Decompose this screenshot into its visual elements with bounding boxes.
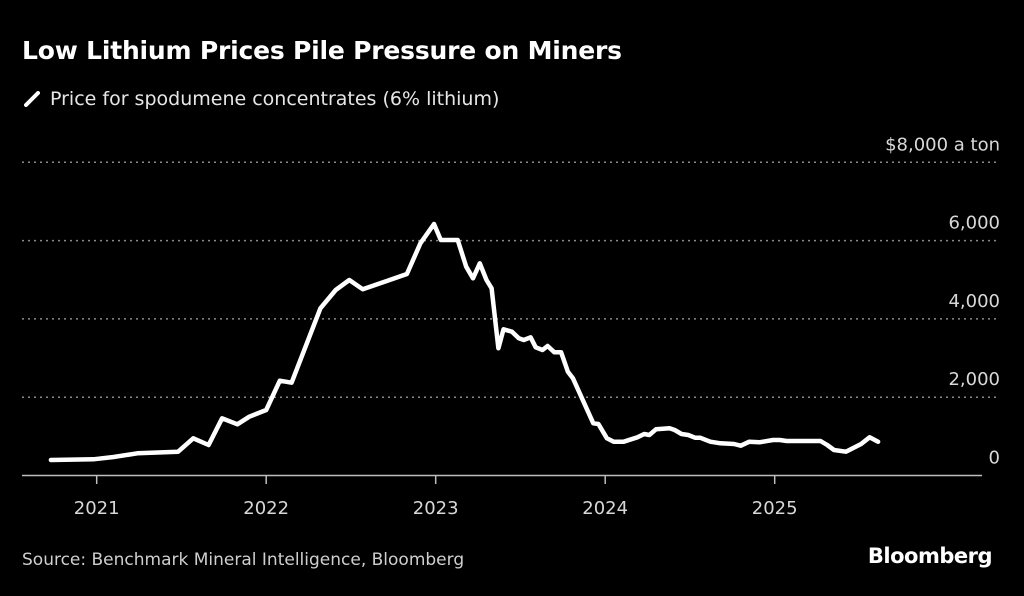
legend-label: Price for spodumene concentrates (6% lit…	[50, 88, 500, 110]
x-tick-label: 2025	[752, 498, 798, 519]
bloomberg-logo: Bloomberg	[867, 544, 993, 568]
y-tick-label: 6,000	[948, 213, 1000, 234]
y-tick-label: 4,000	[948, 291, 1000, 312]
y-tick-label: $8,000 a ton	[885, 134, 1000, 155]
x-tick-label: 2023	[413, 498, 459, 519]
x-tick-label: 2022	[243, 498, 289, 519]
y-tick-label: 0	[989, 448, 1000, 469]
x-tick-label: 2024	[582, 498, 628, 519]
x-tick-label: 2021	[74, 498, 120, 519]
legend-line-icon	[24, 91, 40, 107]
series-line	[48, 221, 881, 463]
source-note: Source: Benchmark Mineral Intelligence, …	[22, 550, 465, 570]
chart-title: Low Lithium Prices Pile Pressure on Mine…	[22, 36, 622, 65]
y-tick-label: 2,000	[948, 369, 1000, 390]
legend-item: Price for spodumene concentrates (6% lit…	[24, 88, 499, 110]
